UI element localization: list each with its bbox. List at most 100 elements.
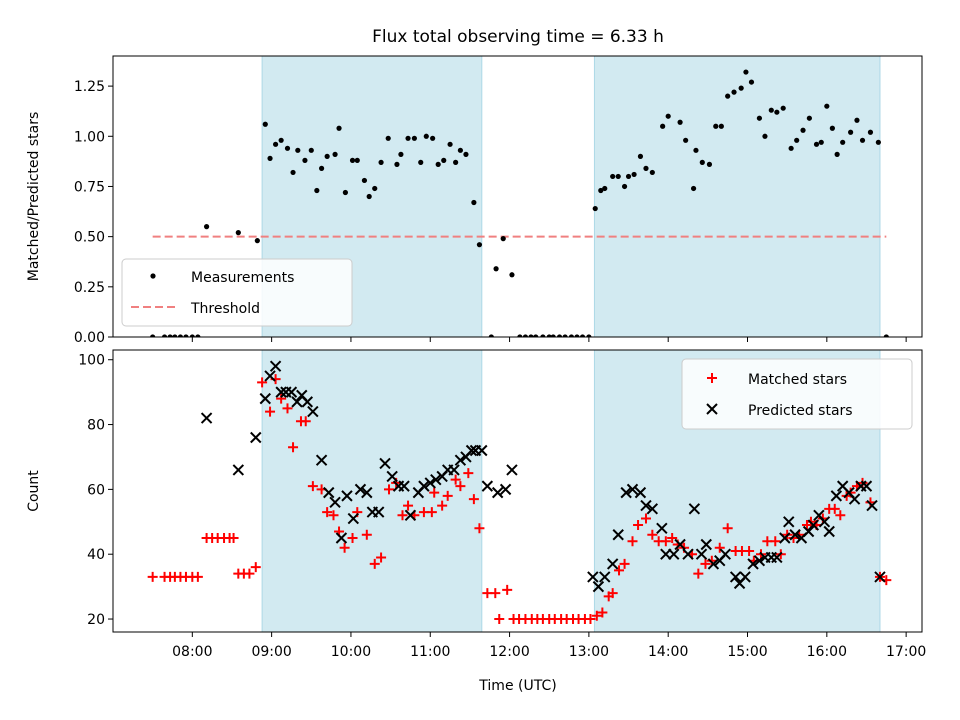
data-point: [172, 334, 178, 337]
data-point: [818, 516, 831, 528]
data-point: [265, 406, 276, 417]
data-point: [830, 490, 843, 502]
data-point: [282, 403, 293, 414]
data-point: [586, 334, 592, 337]
data-point: [332, 151, 338, 157]
legend: Measurements Threshold: [121, 258, 353, 327]
data-point: [834, 151, 840, 157]
data-point: [250, 562, 261, 573]
data-point: [829, 125, 835, 131]
data-point: [640, 499, 652, 512]
data-point: [633, 520, 644, 531]
series-predicted-stars: [200, 360, 886, 593]
data-point: [278, 137, 284, 143]
data-point: [699, 159, 705, 165]
data-point: [441, 157, 447, 163]
data-point: [500, 236, 506, 242]
data-point: [747, 558, 759, 570]
data-point: [859, 137, 866, 143]
data-point: [597, 607, 608, 618]
data-point: [471, 199, 477, 206]
data-point: [591, 610, 602, 621]
data-point: [647, 529, 658, 540]
data-point: [468, 494, 479, 505]
data-point: [528, 334, 534, 337]
data-point: [668, 548, 680, 560]
data-point: [634, 486, 647, 499]
data-point: [771, 551, 783, 564]
data-point: [579, 334, 586, 337]
data-point: [835, 510, 846, 521]
data-point: [802, 525, 815, 538]
data-point: [430, 135, 436, 141]
data-point: [788, 145, 794, 151]
data-point: [619, 558, 630, 569]
axes-frame: [112, 55, 923, 338]
data-point: [384, 484, 395, 495]
data-point: [336, 125, 342, 131]
data-point: [349, 157, 356, 163]
data-point: [448, 464, 460, 476]
data-point: [725, 93, 731, 99]
legend-marker-matched: [707, 373, 717, 383]
x-axis-title: Time (UTC): [478, 678, 556, 694]
data-point: [463, 151, 469, 157]
x-tick-label: 08:00: [172, 644, 212, 660]
data-point: [195, 334, 201, 337]
data-point: [643, 165, 649, 171]
data-point: [366, 193, 372, 200]
data-point: [385, 135, 391, 141]
data-point: [502, 584, 513, 595]
data-point: [411, 135, 417, 141]
x-tick-label: 17:00: [886, 644, 926, 660]
data-point: [823, 525, 835, 538]
data-point: [800, 127, 806, 133]
data-point: [423, 133, 429, 139]
x-tick-label: 12:00: [489, 644, 529, 660]
data-point: [556, 334, 563, 337]
data-point: [183, 334, 189, 337]
data-point: [789, 529, 801, 541]
data-point: [743, 69, 749, 75]
y-axis-title: Matched/Predicted stars: [26, 112, 42, 282]
data-point: [848, 493, 861, 505]
data-point: [269, 360, 282, 372]
data-point: [779, 532, 791, 544]
legend-box: [121, 258, 353, 327]
data-point: [602, 185, 608, 192]
data-point: [656, 522, 668, 534]
data-point: [627, 536, 638, 547]
data-point: [404, 509, 417, 522]
data-point: [329, 496, 341, 509]
series-measurements: [150, 69, 889, 337]
axes-frame: [112, 349, 923, 633]
x-tick-label: 13:00: [569, 644, 609, 660]
data-point: [372, 506, 385, 518]
series-matched-stars: [147, 374, 892, 625]
legend: Matched stars Predicted stars: [681, 358, 913, 430]
data-point: [418, 159, 424, 165]
data-point: [719, 548, 732, 560]
data-point: [625, 173, 632, 180]
data-point: [307, 405, 319, 418]
legend-label: Predicted stars: [748, 403, 853, 419]
data-point: [756, 115, 763, 121]
data-point: [285, 386, 298, 398]
data-point: [587, 571, 599, 583]
data-point: [562, 334, 568, 337]
data-point: [631, 171, 637, 178]
data-point: [860, 480, 873, 492]
data-point: [254, 238, 260, 244]
data-point: [646, 503, 659, 515]
data-point: [447, 141, 453, 147]
data-point: [729, 571, 742, 583]
y-tick-label: 60: [87, 482, 105, 498]
data-point: [244, 568, 255, 579]
data-point: [739, 571, 751, 583]
data-point: [517, 334, 523, 337]
data-point: [706, 555, 717, 566]
data-point: [612, 529, 624, 541]
data-point: [476, 444, 488, 457]
data-point: [722, 523, 733, 534]
data-point: [322, 507, 333, 518]
